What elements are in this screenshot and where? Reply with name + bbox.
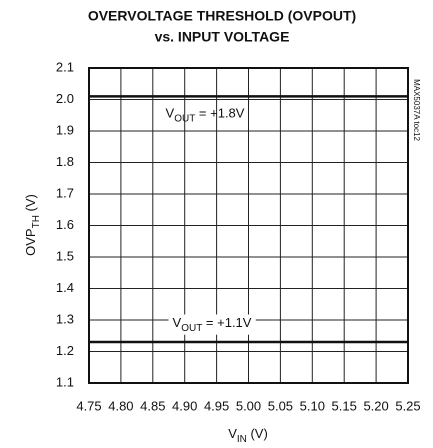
y-tick-label: 1.1 xyxy=(56,374,74,389)
series-label: VOUT = +1.1V xyxy=(173,315,252,333)
annotation: MAX5037A toc12 xyxy=(412,79,421,141)
x-tick-label: 5.00 xyxy=(236,398,261,413)
chart-title: OVERVOLTAGE THRESHOLD (OVPOUT) xyxy=(88,8,356,24)
y-tick-label: 1.4 xyxy=(56,280,74,295)
x-tick-label: 5.25 xyxy=(395,398,420,413)
y-tick-label: 2.1 xyxy=(56,59,74,74)
x-tick-label: 5.05 xyxy=(268,398,293,413)
y-tick-label: 1.6 xyxy=(56,217,74,232)
series-label: VOUT = +1.8V xyxy=(166,106,245,124)
x-axis-label: VIN (V) xyxy=(228,426,268,444)
y-tick-label: 1.5 xyxy=(56,248,74,263)
x-tick-label: 4.75 xyxy=(76,398,101,413)
x-tick-label: 4.95 xyxy=(204,398,229,413)
y-axis-label: OVPTH (V) xyxy=(23,194,41,256)
y-tick-label: 1.9 xyxy=(56,122,74,137)
y-tick-label: 1.3 xyxy=(56,311,74,326)
x-tick-label: 4.90 xyxy=(172,398,197,413)
x-tick-label: 5.15 xyxy=(332,398,357,413)
y-tick-label: 1.7 xyxy=(56,185,74,200)
x-tick-label: 5.10 xyxy=(300,398,325,413)
x-tick-label: 5.20 xyxy=(363,398,388,413)
label-background xyxy=(168,314,256,335)
y-tick-label: 1.8 xyxy=(56,154,74,169)
plot-frame xyxy=(88,67,409,384)
y-tick-label: 2.0 xyxy=(56,91,74,106)
chart-subtitle: vs. INPUT VOLTAGE xyxy=(155,29,290,45)
y-tick-label: 1.2 xyxy=(56,343,74,358)
x-tick-label: 4.80 xyxy=(108,398,133,413)
x-tick-label: 4.85 xyxy=(140,398,165,413)
